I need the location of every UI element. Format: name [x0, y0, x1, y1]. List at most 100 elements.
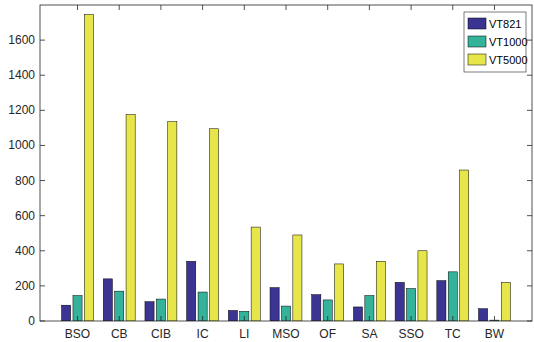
- chart-container: 0 200 400 600 800 1000 1200 1400 1600 BSO CB CIB IC L…: [0, 0, 534, 342]
- x-tick-label: BSO: [65, 327, 90, 341]
- x-tick: [411, 5, 412, 10]
- legend-label: VT1000: [489, 36, 528, 48]
- x-tick: [202, 316, 203, 321]
- y-tick-label: 800: [15, 174, 35, 188]
- x-tick: [494, 5, 495, 10]
- x-tick-label: CIB: [151, 327, 171, 341]
- bar: [209, 129, 218, 321]
- bar: [240, 311, 249, 321]
- bar: [251, 227, 260, 321]
- bar: [335, 264, 344, 321]
- legend-label: VT821: [489, 18, 521, 30]
- y-tick: [527, 250, 532, 251]
- x-tick: [286, 5, 287, 10]
- y-tick-label: 200: [15, 279, 35, 293]
- x-tick-label: OF: [319, 327, 336, 341]
- bar: [293, 235, 302, 321]
- bar: [187, 261, 196, 321]
- bar: [376, 261, 385, 321]
- bar: [84, 15, 93, 321]
- x-tick: [494, 316, 495, 321]
- y-tick-label: 1200: [8, 103, 35, 117]
- bar: [73, 296, 82, 321]
- legend-label: VT5000: [489, 54, 528, 66]
- y-tick: [527, 180, 532, 181]
- legend: VT821 VT1000 VT5000: [464, 12, 528, 72]
- y-tick: [40, 110, 45, 111]
- bar: [418, 251, 427, 321]
- bar: [115, 291, 124, 321]
- x-tick: [452, 316, 453, 321]
- x-tick: [327, 5, 328, 10]
- x-tick: [244, 316, 245, 321]
- y-tick: [527, 321, 532, 322]
- x-tick-label: LI: [239, 327, 249, 341]
- y-tick: [40, 285, 45, 286]
- x-tick: [119, 316, 120, 321]
- y-tick: [527, 40, 532, 41]
- y-tick: [40, 180, 45, 181]
- y-tick: [527, 145, 532, 146]
- x-tick: [202, 5, 203, 10]
- x-tick: [411, 316, 412, 321]
- bar: [407, 289, 416, 321]
- x-tick-label: BW: [485, 327, 505, 341]
- y-tick: [527, 285, 532, 286]
- bar: [437, 281, 446, 321]
- bar: [353, 307, 362, 321]
- y-tick-label: 0: [28, 314, 35, 328]
- plot-bg: [40, 5, 532, 321]
- x-tick-label: SA: [361, 327, 377, 341]
- y-tick: [527, 110, 532, 111]
- bar: [460, 170, 469, 321]
- legend-swatch: [468, 18, 486, 29]
- legend-swatch: [468, 54, 486, 65]
- x-tick-label: CB: [111, 327, 128, 341]
- y-tick: [40, 215, 45, 216]
- bar: [501, 282, 510, 321]
- x-tick: [119, 5, 120, 10]
- x-tick-label: TC: [445, 327, 461, 341]
- x-tick: [452, 5, 453, 10]
- bar: [448, 272, 457, 321]
- x-tick-label: MSO: [272, 327, 299, 341]
- x-tick: [369, 316, 370, 321]
- legend-swatch: [468, 36, 486, 47]
- bar: [270, 288, 279, 321]
- bar: [365, 296, 374, 321]
- bar: [323, 300, 332, 321]
- bar: [103, 279, 112, 321]
- y-tick-label: 600: [15, 209, 35, 223]
- y-tick-label: 1600: [8, 33, 35, 47]
- bar: [126, 115, 135, 321]
- bar: [145, 302, 154, 321]
- y-tick-label: 1000: [8, 138, 35, 152]
- y-tick: [40, 40, 45, 41]
- bar: [395, 282, 404, 321]
- x-tick: [160, 5, 161, 10]
- x-tick: [327, 316, 328, 321]
- bar: [479, 309, 488, 321]
- x-tick-label: IC: [197, 327, 209, 341]
- bar: [312, 295, 321, 321]
- bar: [198, 292, 207, 321]
- y-tick: [40, 145, 45, 146]
- bar: [168, 122, 177, 321]
- x-tick: [369, 5, 370, 10]
- x-tick: [160, 316, 161, 321]
- y-tick: [40, 250, 45, 251]
- y-tick-label: 1400: [8, 68, 35, 82]
- bar: [62, 305, 71, 321]
- y-tick: [527, 75, 532, 76]
- bar: [228, 310, 237, 321]
- y-tick-label: 400: [15, 244, 35, 258]
- chart-svg: 0 200 400 600 800 1000 1200 1400 1600 BSO CB CIB IC L…: [0, 0, 534, 342]
- plot-frame: [40, 5, 532, 321]
- x-tick: [286, 316, 287, 321]
- y-tick: [40, 75, 45, 76]
- x-tick: [244, 5, 245, 10]
- bars: [62, 15, 511, 321]
- x-tick: [77, 316, 78, 321]
- x-tick-label: SSO: [398, 327, 423, 341]
- y-tick: [527, 215, 532, 216]
